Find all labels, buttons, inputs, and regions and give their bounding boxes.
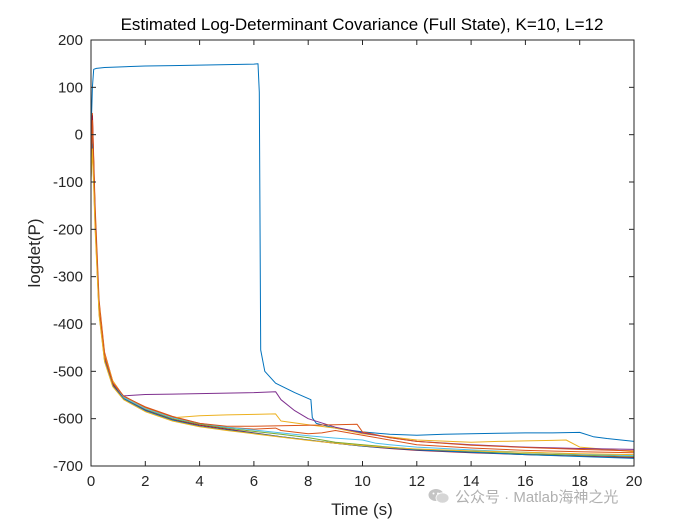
- x-tick-label: 14: [463, 473, 480, 490]
- x-tick-label: 0: [87, 473, 95, 490]
- x-tick-label: 10: [354, 473, 371, 490]
- wechat-icon: [428, 489, 450, 504]
- series-line-9: [90, 120, 635, 452]
- x-tick-label: 8: [304, 473, 312, 490]
- y-tick-label: -300: [53, 269, 83, 286]
- x-tick-label: 12: [408, 473, 425, 490]
- y-tick-label: 100: [58, 79, 83, 96]
- y-tick-label: -100: [53, 174, 83, 191]
- x-tick-label: 4: [195, 473, 203, 490]
- axis-ticks: 0 2 4 6 8 10 12 14 16 18 20 200 100 0 -100 -200 -300 -400…: [53, 32, 642, 490]
- chart-title: Estimated Log-Determinant Covariance (Fu…: [121, 15, 604, 34]
- x-tick-label: 20: [626, 473, 643, 490]
- y-axis-label: logdet(P): [25, 219, 44, 288]
- y-tick-label: -500: [53, 363, 83, 380]
- y-tick-label: -600: [53, 411, 83, 428]
- series-line-10: [90, 148, 635, 456]
- y-tick-label: 0: [75, 127, 83, 144]
- y-tick-label: 200: [58, 32, 83, 49]
- y-tick-label: -200: [53, 221, 83, 238]
- series-line-1: [90, 63, 635, 442]
- x-tick-label: 2: [141, 473, 149, 490]
- y-tick-label: -400: [53, 316, 83, 333]
- watermark: 公众号 · Matlab海神之光: [428, 484, 618, 508]
- x-tick-label: 16: [517, 473, 534, 490]
- x-tick-label: 6: [250, 473, 258, 490]
- x-axis-label: Time (s): [331, 500, 393, 519]
- watermark-text: 公众号 · Matlab海神之光: [455, 488, 619, 506]
- x-tick-label: 18: [571, 473, 588, 490]
- plot-area: [90, 63, 635, 459]
- y-tick-label: -700: [53, 458, 83, 475]
